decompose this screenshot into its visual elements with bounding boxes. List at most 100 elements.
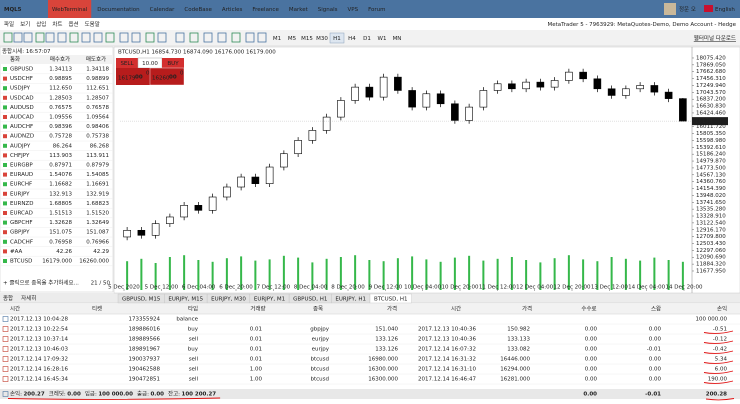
timeframe[interactable]: H4 (348, 36, 356, 42)
nav-tab[interactable]: Signals (318, 7, 338, 13)
tool-icon[interactable] (157, 32, 167, 43)
tool-icon[interactable] (13, 32, 23, 43)
annotation (703, 350, 734, 354)
menu-item[interactable]: 보기 (20, 20, 30, 28)
chart-tab[interactable]: GBPUSD, H1 (293, 296, 327, 302)
tool-icon[interactable] (131, 32, 141, 43)
candle-body (479, 90, 488, 108)
tool-icon[interactable] (119, 32, 129, 43)
mw-ask: 0.75738 (86, 134, 109, 140)
menu-item[interactable]: 파일 (4, 20, 14, 28)
nav-tab[interactable]: Market (289, 7, 309, 13)
candle-body (379, 76, 388, 98)
timeframe[interactable]: M15 (301, 36, 313, 42)
chart-tab[interactable]: GBPUSD, M15 (122, 296, 161, 302)
tool-icon[interactable] (81, 32, 91, 43)
tool-icon[interactable] (189, 32, 199, 43)
timeframe[interactable]: D1 (363, 36, 371, 42)
volume-bar (154, 263, 157, 290)
timeframe[interactable]: W1 (378, 36, 387, 42)
candle-body (508, 83, 516, 90)
row-icon (2, 316, 9, 322)
y-tick-label: 13328.910 (696, 214, 726, 220)
x-tick-label: 10 Dec 04:00 (404, 285, 441, 291)
mw-tab[interactable]: 종합 (3, 294, 13, 302)
y-tick-label: 11884.320 (696, 262, 726, 268)
menu-item[interactable]: 도움말 (85, 20, 100, 28)
volume-input[interactable]: 10.00 (142, 61, 158, 67)
y-tick-label: 13535.280 (696, 207, 726, 213)
tool-icon[interactable] (93, 32, 103, 43)
nav-tab[interactable]: CodeBase (184, 7, 212, 13)
nav-tab[interactable]: WebTerminal (52, 7, 88, 13)
candle-body (550, 80, 559, 88)
bid-price: 16179 (118, 76, 136, 82)
row-icon (2, 356, 9, 362)
history-cell: btcusd (310, 357, 329, 363)
mw-header (0, 55, 113, 64)
mw-ask: 0.98899 (86, 76, 109, 82)
timeframe[interactable]: M30 (316, 36, 328, 42)
tool-icon[interactable] (217, 32, 227, 43)
menu-item[interactable]: 삽입 (36, 20, 46, 28)
tool-icon[interactable] (203, 32, 213, 43)
volume-bar (225, 258, 228, 290)
chart-tab[interactable]: BTCUSD, H1 (374, 296, 408, 302)
tool-icon[interactable] (45, 32, 55, 43)
buy-label[interactable]: BUY (167, 61, 179, 67)
tool-icon[interactable] (23, 32, 33, 43)
timeframe[interactable]: MN (393, 36, 402, 42)
tool-icon[interactable] (257, 32, 267, 43)
tool-icon[interactable] (69, 32, 79, 43)
candle-body (151, 223, 160, 236)
mw-icon (3, 163, 7, 167)
last-price-box (692, 117, 728, 126)
chart-tab[interactable]: EURJPY, M30 (211, 296, 246, 302)
x-tick-label: 11 Dec 12:00 (479, 285, 516, 291)
history-cell: 2017.12.13 10:22:54 (10, 327, 68, 333)
nav-tab[interactable]: Calendar (150, 7, 175, 13)
mw-add-hint[interactable]: + 클릭으로 종목을 추가하세요... (3, 279, 79, 287)
nav-tab[interactable]: Forum (368, 7, 385, 13)
tool-icon[interactable] (145, 32, 155, 43)
tool-icon[interactable] (175, 32, 185, 43)
volume-bar (382, 261, 385, 290)
menu-item[interactable]: 옵션 (69, 20, 79, 28)
volume-bar (325, 258, 328, 290)
chart-tab[interactable]: EURJPY, M1 (254, 296, 285, 302)
tool-icon[interactable] (35, 32, 45, 43)
sell-button[interactable] (116, 58, 138, 68)
candle-body (365, 86, 374, 98)
mw-symbol: AUDJPY (10, 143, 31, 149)
tool-icon[interactable] (57, 32, 67, 43)
footer-value: 0.00 (150, 392, 164, 398)
history-column: 수수료 (581, 306, 596, 313)
tool-icon[interactable] (231, 32, 241, 43)
chart-tab[interactable]: EURJPY, M15 (168, 296, 203, 302)
menu-item[interactable]: 차트 (52, 20, 62, 28)
timeframe[interactable]: H1 (333, 36, 341, 42)
timeframe[interactable]: M1 (273, 36, 281, 42)
nav-tab[interactable]: VPS (348, 7, 359, 13)
tool-icon[interactable] (105, 32, 115, 43)
buy-button[interactable] (162, 58, 184, 68)
mw-tab[interactable]: 자세히 (21, 294, 36, 302)
history-cell: 2017.12.14 16:07:32 (418, 347, 476, 353)
row-icon (2, 376, 9, 382)
volume-bar (311, 262, 314, 290)
language[interactable]: English (715, 7, 735, 13)
sell-label[interactable]: SELL (120, 61, 134, 67)
user-name: 정운 오 (679, 6, 696, 13)
chart-tab[interactable]: EURJPY, H1 (335, 296, 366, 302)
y-tick-label: 17662.680 (696, 69, 726, 75)
mw-ask: 1.68823 (86, 201, 109, 207)
y-tick-label: 14773.500 (696, 165, 726, 171)
timeframe[interactable]: M5 (288, 36, 297, 42)
tool-icon[interactable] (245, 32, 255, 43)
tool-icon[interactable] (3, 32, 13, 43)
mw-bid: 16179.000 (42, 259, 72, 265)
toolbar-link[interactable]: 웹터미널 다운로드 (694, 34, 736, 42)
nav-tab[interactable]: Documentation (97, 7, 140, 13)
nav-tab[interactable]: Freelance (252, 7, 279, 13)
nav-tab[interactable]: Articles (222, 7, 243, 13)
